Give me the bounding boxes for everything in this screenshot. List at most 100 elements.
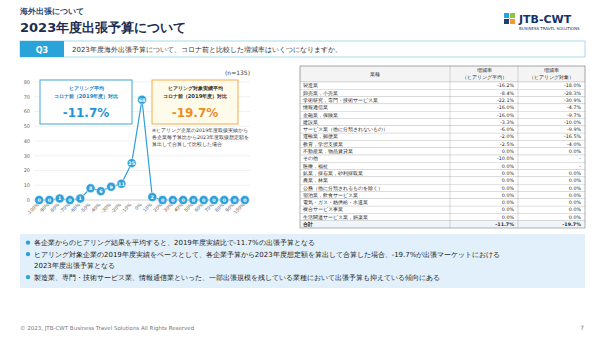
annotation-frame [152, 80, 238, 124]
x-tick-label: -30% [100, 202, 112, 214]
data-label: 0 [171, 198, 175, 203]
table-row [300, 82, 585, 89]
chart-note: ※ヒアリング企業の2019年度取扱実績から [152, 127, 248, 133]
table-cell: -30.9% [564, 98, 581, 103]
table-cell: 金融業，保険業 [303, 112, 338, 118]
table-cell: 0.0% [569, 149, 582, 154]
data-point [66, 196, 75, 205]
table-cell: 合計 [302, 221, 313, 227]
data-point [210, 196, 219, 205]
sample-size: (n=135) [225, 69, 250, 76]
table-header: 増減率 [476, 67, 492, 73]
table-cell: -16.5% [564, 134, 581, 139]
annotation-text: コロナ前（2019年度）対比 [54, 93, 119, 99]
table-cell: -18.0% [564, 83, 581, 88]
data-point [86, 184, 95, 193]
table-row [300, 213, 585, 220]
data-point [76, 194, 85, 203]
table-cell: 0.0% [502, 164, 515, 169]
table-cell: 宿泊業，飲食サービス業 [303, 192, 358, 198]
table-cell: - [579, 164, 581, 169]
table-cell: 公務（他に分類されるものを除く） [303, 185, 383, 191]
data-point [55, 194, 64, 203]
table-cell: 0.0% [569, 186, 582, 191]
data-point [168, 196, 177, 205]
table-cell: 0.0% [569, 178, 582, 183]
data-point [230, 196, 239, 205]
table-cell: サービス業（他に分類されないもの） [303, 126, 388, 132]
summary-bg [20, 234, 585, 288]
data-point [179, 196, 188, 205]
bullet [26, 252, 30, 256]
logo-square [504, 13, 509, 18]
section-label: 海外出張について [19, 7, 84, 16]
table-cell: -9.9% [567, 127, 581, 132]
data-label: 0 [181, 198, 185, 203]
table-cell: -19.7% [562, 222, 581, 227]
grid-line [34, 170, 250, 171]
table-cell: 複合サービス事業 [303, 206, 343, 212]
y-tick-label: 20 [24, 167, 30, 173]
table-row [300, 155, 585, 162]
page: {"header": {"section": "海外出張について", "titl… [0, 0, 600, 338]
table-cell: -10.0% [497, 156, 514, 161]
table-cell: 電気・ガス・熱供給・水道業 [303, 199, 368, 205]
axes: 01020304050607080-100%-90%-80%-70%-60%-5… [24, 79, 250, 216]
table-cell: -16.0% [497, 105, 514, 110]
table-cell: -3.3% [500, 120, 514, 125]
table-cell: -2.0% [500, 134, 514, 139]
table-column-rule [450, 66, 451, 228]
annotation-text: ヒアリング平均 [69, 85, 104, 91]
table-row [300, 89, 585, 96]
data-point [148, 193, 157, 202]
table-row [300, 170, 585, 177]
y-tick-label: 70 [24, 94, 30, 100]
x-tick-label: -40% [90, 202, 102, 214]
table-cell: 農業，林業 [303, 177, 328, 183]
data-label: 1 [79, 196, 82, 201]
annotation-text: ヒアリング対象実績平均 [168, 85, 223, 91]
table-header: （ヒアリング平均） [462, 74, 507, 80]
data-label: 0 [223, 198, 227, 203]
copyright: © 2023, JTB-CWT Business Travel Solution… [20, 325, 194, 332]
table-row [300, 162, 585, 169]
table-cell: 0.0% [569, 200, 582, 205]
data-label: 6 [99, 189, 103, 194]
table-row [300, 221, 585, 228]
grid-line [34, 126, 250, 127]
table-cell: 建設業 [302, 119, 318, 125]
data-point [107, 182, 116, 191]
y-tick-label: 10 [24, 182, 30, 188]
table-row [300, 119, 585, 126]
table-row [300, 199, 585, 206]
data-labels: 001018691125682000000000 [37, 98, 247, 203]
summary-text: 2023年度出張予算となる [34, 262, 115, 270]
data-label: 11 [118, 182, 125, 187]
x-tick-label: -50% [79, 202, 91, 214]
table-cell: -2.5% [500, 142, 514, 147]
table-cell: -4.0% [567, 142, 581, 147]
data-label: 9 [109, 185, 113, 190]
table-cell: -9.7% [567, 113, 581, 118]
table-cell: - [579, 156, 581, 161]
table-column-rule [518, 66, 519, 228]
table-cell: 0.0% [502, 178, 515, 183]
data-label: 0 [48, 198, 52, 203]
grid-line [34, 155, 250, 156]
data-label: 0 [233, 198, 237, 203]
table-header-bg [300, 66, 585, 82]
question-frame [20, 41, 585, 57]
table-cell: 0.0% [502, 171, 515, 176]
slide: 海外出張について2023年度出張予算についてJTB-CWTBUSINESS TR… [0, 0, 600, 338]
table-cell: 0.0% [569, 207, 582, 212]
question-label: Q3 [36, 46, 48, 55]
table-cell: -22.1% [497, 98, 514, 103]
table-row [300, 148, 585, 155]
table-cell: 情報通信業 [302, 104, 328, 110]
table-cell: 0.0% [502, 186, 515, 191]
table-cell: 0.0% [569, 171, 582, 176]
annotation-text: コロナ前（2019年度）対比 [163, 93, 228, 99]
table-cell: -11.7% [495, 222, 514, 227]
table-row [300, 184, 585, 191]
y-tick-label: 40 [24, 138, 30, 144]
